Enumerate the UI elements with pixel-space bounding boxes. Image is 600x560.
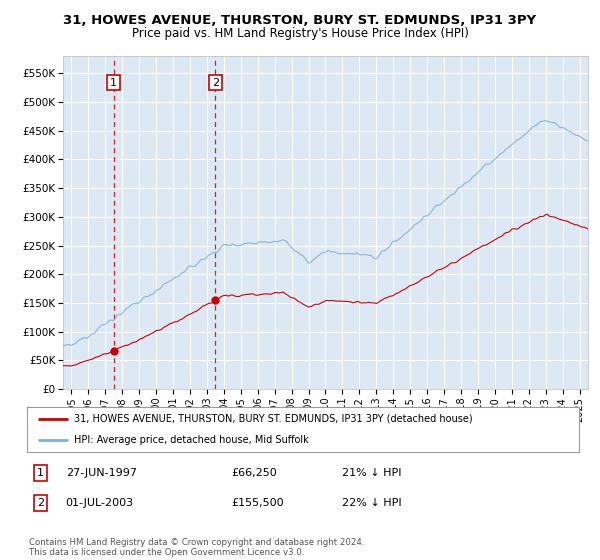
Text: Contains HM Land Registry data © Crown copyright and database right 2024.
This d: Contains HM Land Registry data © Crown c…: [29, 538, 364, 557]
Text: 2: 2: [37, 498, 44, 508]
Text: 2: 2: [212, 78, 219, 88]
Text: 1: 1: [37, 468, 44, 478]
Text: 31, HOWES AVENUE, THURSTON, BURY ST. EDMUNDS, IP31 3PY: 31, HOWES AVENUE, THURSTON, BURY ST. EDM…: [64, 14, 536, 27]
Text: 27-JUN-1997: 27-JUN-1997: [65, 468, 137, 478]
Text: 1: 1: [110, 78, 117, 88]
Text: 22% ↓ HPI: 22% ↓ HPI: [341, 498, 401, 508]
Text: 21% ↓ HPI: 21% ↓ HPI: [341, 468, 401, 478]
Text: 31, HOWES AVENUE, THURSTON, BURY ST. EDMUNDS, IP31 3PY (detached house): 31, HOWES AVENUE, THURSTON, BURY ST. EDM…: [74, 414, 473, 424]
Text: £66,250: £66,250: [231, 468, 277, 478]
Text: £155,500: £155,500: [231, 498, 284, 508]
Text: Price paid vs. HM Land Registry's House Price Index (HPI): Price paid vs. HM Land Registry's House …: [131, 27, 469, 40]
Text: HPI: Average price, detached house, Mid Suffolk: HPI: Average price, detached house, Mid …: [74, 435, 308, 445]
Text: 01-JUL-2003: 01-JUL-2003: [65, 498, 134, 508]
